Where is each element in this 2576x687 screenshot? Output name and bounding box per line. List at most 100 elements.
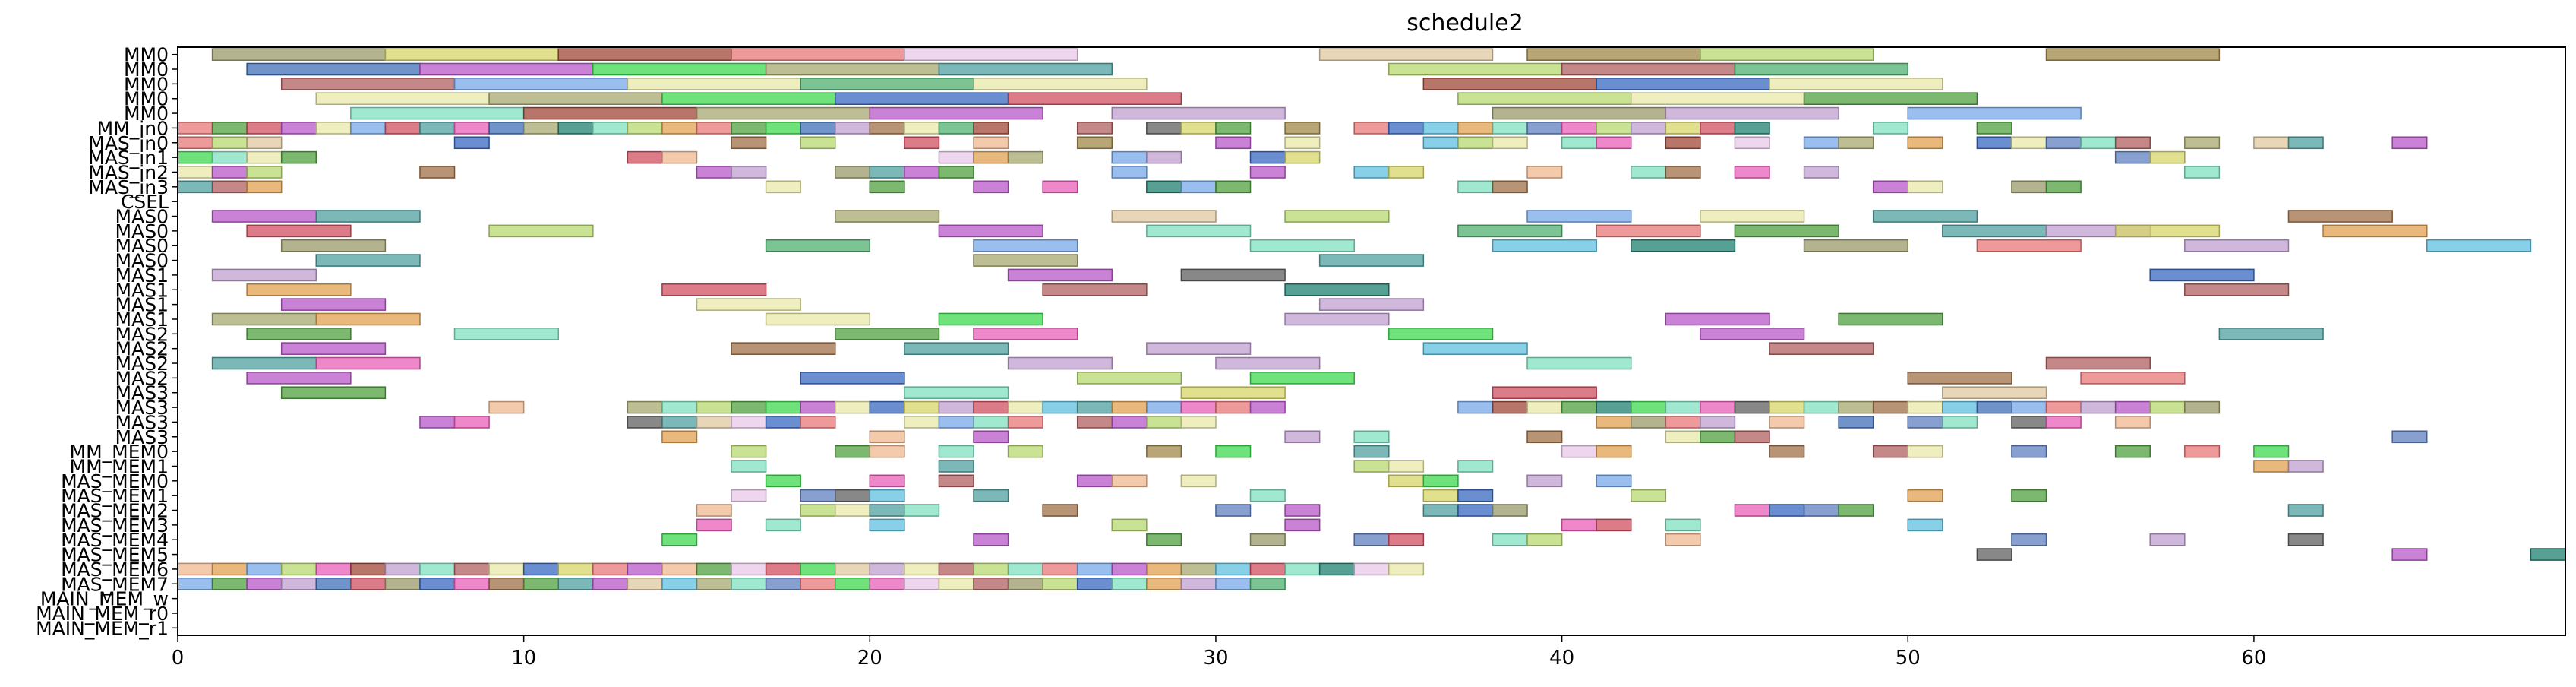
gantt-bar xyxy=(1596,518,1632,532)
y-tick-label: MAS2 xyxy=(115,323,169,345)
gantt-bar xyxy=(627,400,663,414)
gantt-bar xyxy=(1388,562,1425,576)
gantt-bar xyxy=(1284,430,1321,444)
x-tick-label: 30 xyxy=(1203,647,1228,670)
gantt-bar xyxy=(2011,445,2047,458)
gantt-bar xyxy=(1561,445,1597,458)
gantt-bar xyxy=(1630,122,1667,135)
gantt-bar xyxy=(765,62,940,76)
gantt-bar xyxy=(1215,445,1252,458)
gantt-bar xyxy=(1007,400,1043,414)
y-tick-label: MAS_in1 xyxy=(88,147,169,169)
gantt-bar xyxy=(2530,548,2566,561)
gantt-bar xyxy=(1872,180,1909,194)
gantt-bar xyxy=(696,518,732,532)
gantt-bar xyxy=(1007,562,1043,576)
gantt-bar xyxy=(1284,283,1390,296)
gantt-bar xyxy=(2149,268,2255,282)
y-tick-label: MAS2 xyxy=(115,367,169,389)
gantt-bar xyxy=(904,416,940,429)
gantt-bar xyxy=(904,577,940,590)
gantt-bar xyxy=(938,224,1043,238)
gantt-bar xyxy=(1180,180,1217,194)
gantt-bar xyxy=(627,577,663,590)
gantt-bar xyxy=(1180,400,1217,414)
y-tick-label: MAS_MEM4 xyxy=(61,529,169,551)
gantt-bar xyxy=(2045,48,2221,61)
gantt-bar xyxy=(2184,166,2221,179)
gantt-bar xyxy=(2011,136,2047,150)
gantt-bar xyxy=(731,460,767,473)
gantt-bar xyxy=(488,562,525,576)
gantt-bar xyxy=(2114,224,2221,238)
gantt-bar xyxy=(1596,78,1770,90)
gantt-bar xyxy=(731,400,767,414)
gantt-bar xyxy=(1042,283,1148,296)
gantt-bar xyxy=(1007,268,1113,282)
y-tick-label: MAS_MEM1 xyxy=(61,485,169,507)
gantt-bar xyxy=(1596,136,1632,150)
gantt-bar xyxy=(1492,239,1597,252)
gantt-bar xyxy=(1803,136,1839,150)
gantt-bar xyxy=(246,180,283,194)
gantt-bar xyxy=(1007,445,1043,458)
y-axis-labels: MM0MM0MM0MM0MM0MM_in0MAS_in0MAS_in1MAS_i… xyxy=(36,44,178,639)
gantt-bar xyxy=(1907,518,1943,532)
gantt-bar xyxy=(1180,416,1217,429)
gantt-bar xyxy=(938,150,974,164)
gantt-bar xyxy=(869,106,1043,120)
gantt-bar xyxy=(2184,136,2221,150)
gantt-bar xyxy=(973,78,1148,90)
gantt-bar xyxy=(973,562,1009,576)
gantt-bar xyxy=(1942,416,1978,429)
gantt-bar xyxy=(1284,122,1321,135)
gantt-bar xyxy=(557,122,594,135)
gantt-bar xyxy=(177,150,213,164)
x-tick-label: 60 xyxy=(2241,647,2266,670)
gantt-bar xyxy=(2184,400,2221,414)
gantt-bar xyxy=(1769,400,1805,414)
gantt-bar xyxy=(1146,533,1182,546)
y-tick-label: MAS3 xyxy=(115,397,169,419)
gantt-bar xyxy=(627,78,801,90)
gantt-bar xyxy=(2184,445,2221,458)
gantt-bar xyxy=(800,416,836,429)
gantt-bar xyxy=(384,122,421,135)
gantt-bar xyxy=(592,62,767,76)
x-tick-label: 10 xyxy=(511,647,536,670)
gantt-bar xyxy=(1284,504,1321,517)
gantt-bar xyxy=(1700,48,1874,61)
gantt-bar xyxy=(1076,577,1113,590)
gantt-bar xyxy=(1422,342,1528,355)
y-tick-label: MAS0 xyxy=(115,250,169,272)
gantt-bar xyxy=(1665,136,1701,150)
gantt-bar xyxy=(592,122,629,135)
gantt-bar xyxy=(488,122,525,135)
y-tick-label: MM0 xyxy=(124,73,169,95)
gantt-bar xyxy=(973,489,1009,502)
y-tick-label: MAIN_MEM_r1 xyxy=(36,617,169,639)
gantt-bar xyxy=(661,430,698,444)
gantt-bar xyxy=(1353,460,1390,473)
gantt-bar xyxy=(1457,122,1494,135)
y-tick-label: MAS1 xyxy=(115,309,169,331)
gantt-bar xyxy=(1111,562,1148,576)
gantt-bar xyxy=(1596,224,1701,238)
gantt-bar xyxy=(315,210,421,223)
gantt-bar xyxy=(1769,342,1874,355)
gantt-bar xyxy=(1249,166,1286,179)
gantt-bar xyxy=(869,504,905,517)
gantt-bar xyxy=(1388,328,1494,340)
gantt-bar xyxy=(2184,283,2290,296)
y-tick-label: MAS_MEM0 xyxy=(61,470,169,492)
gantt-bar xyxy=(1111,518,1148,532)
gantt-bar xyxy=(1838,416,1874,429)
gantt-bar xyxy=(1492,533,1528,546)
gantt-bar xyxy=(869,474,905,488)
gantt-bar xyxy=(938,460,974,473)
gantt-bar xyxy=(938,166,974,179)
gantt-bar xyxy=(834,210,940,223)
gantt-bar xyxy=(834,577,871,590)
gantt-bar xyxy=(1665,416,1701,429)
gantt-bar xyxy=(1457,460,1494,473)
